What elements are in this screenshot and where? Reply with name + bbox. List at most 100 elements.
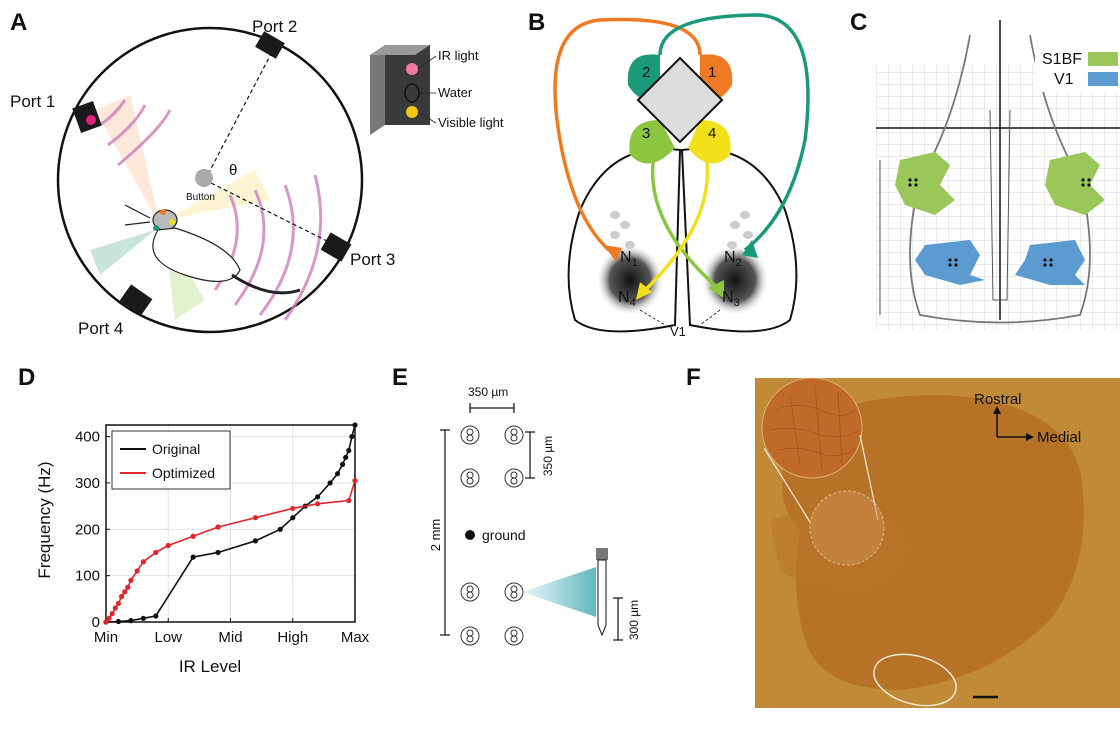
sampled-region [809,490,885,566]
light-beam [522,567,596,617]
x-tick-label: High [277,629,308,646]
quadrant-3 [629,120,675,164]
data-point-optimized [346,497,352,504]
data-point-original [115,618,122,625]
dashed-line-port3 [204,179,336,246]
total-length-label: 2 mm [428,519,443,552]
data-point-optimized [112,605,118,611]
x-tick-label: Max [341,629,370,646]
data-point-optimized [118,593,125,600]
projection-arrows [553,13,810,297]
port-3-label: Port 3 [350,250,395,269]
data-point-original [327,480,333,486]
data-point-original [215,549,221,556]
zoom-inset [761,377,863,479]
node-n4: N4 [618,289,636,309]
data-point-optimized [252,515,258,521]
legend-v1-label: V1 [1054,71,1074,88]
y-tick-label: 300 [75,475,100,492]
data-point-original [352,422,358,428]
data-point-optimized [103,619,109,625]
chart-ylabel: Frequency (Hz) [35,461,54,578]
y-tick-label: 200 [75,521,100,538]
spacing-top-label: 350 µm [468,385,508,399]
quadrant-4 [688,120,731,164]
port-2-label: Port 2 [252,17,297,36]
arrowhead-4 [636,282,652,300]
panel-label-f: F [686,364,701,391]
rat-icon [124,204,301,295]
quadrant-label-4: 4 [708,125,716,142]
legend-visible-light: Visible light [438,115,504,130]
data-point-original [190,554,196,560]
v1-left-region [915,240,985,285]
data-point-original [346,447,352,454]
arrow-4-to-n4 [638,149,710,297]
data-point-original [252,538,258,544]
arrowhead-1 [604,245,622,262]
data-point-original [153,613,159,619]
data-point-original [343,454,349,461]
panel-label-c: C [850,9,867,36]
panel-f: F Rostral Medial [686,364,1120,708]
medial-label: Medial [1037,429,1081,446]
data-point-optimized [215,524,221,530]
ir-light-dot [406,63,418,75]
v1-right-blob [701,244,769,316]
cone-port3 [165,170,270,220]
panel-c: C S1BF V1 [850,9,1120,330]
arrow-1-to-n1 [553,17,702,257]
port-4-label: Port 4 [78,319,123,338]
panel-label-d: D [18,364,35,391]
button-label: Button [186,192,215,203]
y-tick-label: 0 [92,614,100,631]
legend-s1bf-swatch [1088,52,1118,66]
probe-shank [597,559,607,637]
data-point-optimized [140,559,146,565]
data-point-optimized [153,549,159,556]
port-1-ir-light [86,115,96,125]
data-point-original [334,471,341,477]
arena-circle [56,26,364,334]
probe-head [596,548,608,560]
port-1-label: Port 1 [10,92,55,111]
quadrant-label-3: 3 [642,125,650,142]
v1-label: V1 [670,324,686,339]
s1bf-right [1045,152,1105,215]
data-point-optimized [315,501,321,507]
data-point-original [128,618,134,624]
center-diamond [636,56,724,144]
data-point-optimized [109,611,115,617]
ground-label: ground [482,527,526,543]
panel-b: B 2 1 3 4 N1 N2 N3 [528,9,810,339]
node-n3: N3 [722,289,740,309]
quadrant-label-2: 2 [642,64,650,81]
arrowhead-2 [742,240,758,258]
data-point-original [349,433,355,440]
legend-label-optimized: Optimized [152,465,215,481]
arrowhead-3 [708,280,724,298]
arrow-2-to-n2 [658,13,810,252]
panel-e: E 350 µm 2 mm 350 µm ground 300 µm [392,364,641,646]
port-2-block [255,31,285,59]
quadrant-label-1: 1 [708,64,716,81]
brain-slice [782,395,1084,690]
chart-xlabel: IR Level [179,657,241,676]
data-point-optimized [122,589,128,595]
port-4-block [119,284,153,316]
port-3-block [320,232,352,262]
button-circle [195,169,213,187]
data-point-optimized [128,577,134,583]
data-point-optimized [290,505,296,512]
data-point-optimized [134,568,140,574]
panel-label-b: B [528,9,545,36]
data-point-optimized [165,542,171,549]
panel-d: D Min Low Mid High Max 0 100 200 300 400 Original O… [18,364,370,676]
legend-label-original: Original [152,441,200,457]
data-point-original [140,615,146,621]
electrode-dots [908,178,1091,267]
data-point-optimized [125,584,131,590]
cone-port4 [90,230,155,275]
chart-d: Min Low Mid High Max 0 100 200 300 400 Original Opt… [75,422,370,646]
